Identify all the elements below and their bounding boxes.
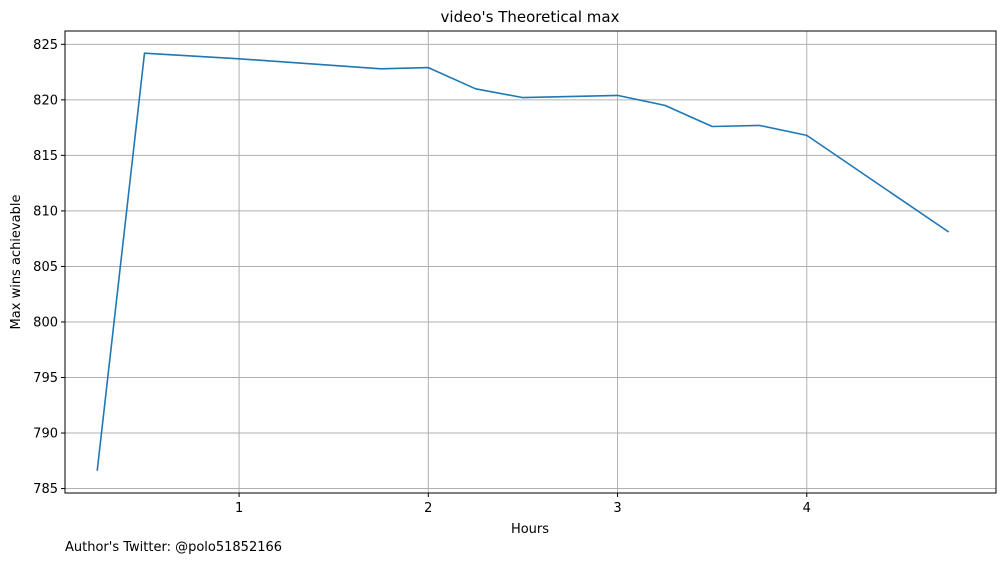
y-axis-ticks: 785 790 795 800 805 810 815 820 825 xyxy=(33,38,65,497)
y-tick-label: 815 xyxy=(33,149,58,164)
chart-title: video's Theoretical max xyxy=(441,8,620,26)
series-layer xyxy=(96,52,950,471)
y-tick-label: 800 xyxy=(33,315,58,330)
y-tick-label: 785 xyxy=(33,482,58,497)
y-axis-label: Max wins achievable xyxy=(9,195,24,330)
plot-frame xyxy=(64,30,997,494)
x-tick-label: 4 xyxy=(803,501,811,516)
x-tick-label: 1 xyxy=(235,501,243,516)
y-tick-label: 825 xyxy=(33,38,58,53)
y-tick-label: 820 xyxy=(33,93,58,108)
x-axis-label: Hours xyxy=(511,522,549,537)
series-line xyxy=(96,52,950,471)
y-tick-label: 805 xyxy=(33,260,58,275)
y-tick-label: 810 xyxy=(33,204,58,219)
y-tick-label: 790 xyxy=(33,427,58,442)
x-axis-ticks: 1 2 3 4 xyxy=(235,493,811,516)
grid-lines xyxy=(65,31,996,493)
author-footnote: Author's Twitter: @polo51852166 xyxy=(65,540,282,555)
x-tick-label: 3 xyxy=(613,501,621,516)
x-tick-label: 2 xyxy=(424,501,432,516)
y-tick-label: 795 xyxy=(33,371,58,386)
